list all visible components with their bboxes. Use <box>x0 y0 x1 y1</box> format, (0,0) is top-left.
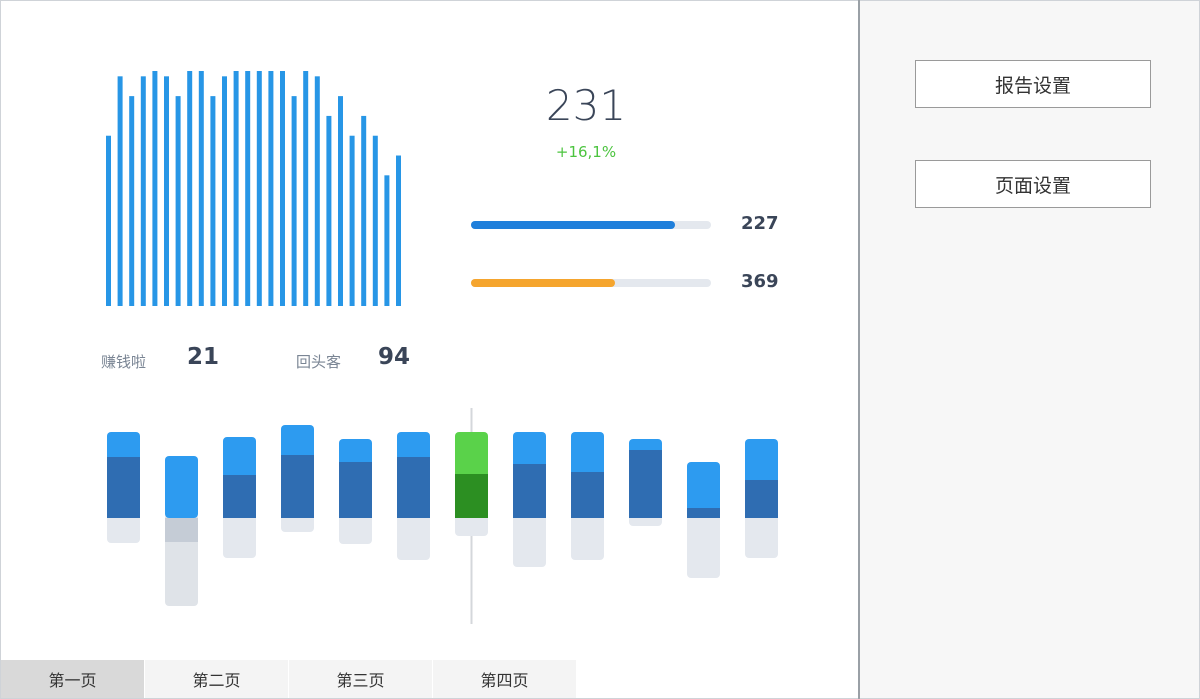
bar-10 <box>210 96 216 307</box>
bar-body-segment <box>107 457 140 518</box>
tab-page-3[interactable]: 第三页 <box>289 660 433 698</box>
bar-body-segment <box>571 472 604 518</box>
bar-top-segment <box>165 456 198 518</box>
report-canvas: 231 +16,1% 227 369 赚钱啦 21 回头客 94 <box>1 1 858 698</box>
tab-label: 第三页 <box>336 671 385 690</box>
bar-9 <box>198 71 204 306</box>
bar-4 <box>140 76 146 306</box>
bar-negative-segment <box>281 514 314 532</box>
bar-2 <box>117 76 123 306</box>
bar-24 <box>372 135 378 306</box>
bar-negative-segment <box>223 514 256 558</box>
bar-shadow-segment <box>165 518 198 542</box>
bar-7 <box>175 96 181 307</box>
stat-label-returning: 回头客 <box>296 353 342 371</box>
stacked-bar-7 <box>455 432 488 536</box>
progress-bar-2 <box>471 279 711 287</box>
stat-value-returning: 94 <box>378 344 411 370</box>
bar-16 <box>280 71 285 306</box>
stacked-bar-11 <box>687 462 720 578</box>
progress-fill-1 <box>471 221 675 229</box>
bar-12 <box>233 71 239 306</box>
bar-body-segment <box>281 455 314 518</box>
bar-11 <box>222 76 227 306</box>
page-tabs: 第一页 第二页 第三页 第四页 <box>1 660 577 698</box>
bar-22 <box>349 135 355 306</box>
bar-20 <box>326 115 332 306</box>
bar-negative-segment <box>455 514 488 536</box>
bar-body-segment <box>629 450 662 518</box>
bar-8 <box>187 71 193 306</box>
bar-negative-segment <box>339 514 372 544</box>
tab-label: 第四页 <box>480 671 529 690</box>
bar-26 <box>396 155 401 306</box>
stacked-bar-8 <box>513 432 546 567</box>
bar-21 <box>338 96 343 307</box>
stat-label-profit: 赚钱啦 <box>101 353 147 371</box>
bar-negative-segment <box>513 514 546 567</box>
tab-page-4[interactable]: 第四页 <box>433 660 577 698</box>
bar-18 <box>303 71 309 306</box>
stacked-bar-6 <box>397 432 430 560</box>
bar-body-segment <box>455 474 488 518</box>
bar-19 <box>314 76 320 306</box>
bar-negative-segment <box>745 514 778 558</box>
stacked-bar-1 <box>107 432 140 543</box>
stacked-bar-12 <box>745 439 778 558</box>
bar-1 <box>106 135 111 306</box>
bar-negative-segment <box>397 514 430 560</box>
tab-label: 第二页 <box>192 671 241 690</box>
bar-3 <box>129 96 135 307</box>
stacked-bar-4 <box>281 425 314 532</box>
bar-chart <box>106 71 401 307</box>
kpi-value: 231 <box>545 81 627 130</box>
kpi-delta: +16,1% <box>555 143 617 161</box>
stacked-bar-chart <box>107 408 778 624</box>
bar-25 <box>384 175 390 306</box>
stacked-bar-2 <box>165 456 198 606</box>
stacked-bar-9 <box>571 432 604 560</box>
bar-body-segment <box>687 508 720 518</box>
settings-sidebar: 报告设置 页面设置 <box>860 1 1199 698</box>
bar-negative-segment <box>687 514 720 578</box>
bar-negative-segment <box>107 514 140 543</box>
tab-label: 第一页 <box>48 671 97 690</box>
progress-fill-2 <box>471 279 615 287</box>
progress-value-2: 369 <box>741 271 779 292</box>
stacked-bar-3 <box>223 437 256 558</box>
bar-body-segment <box>223 475 256 518</box>
stat-value-profit: 21 <box>187 344 220 370</box>
stacked-bar-10 <box>629 439 662 526</box>
bar-top-segment <box>687 462 720 518</box>
bar-body-segment <box>745 480 778 518</box>
stacked-bar-5 <box>339 439 372 544</box>
progress-bar-1 <box>471 221 711 229</box>
tab-page-1[interactable]: 第一页 <box>1 660 145 698</box>
report-settings-button[interactable]: 报告设置 <box>915 60 1151 108</box>
bar-body-segment <box>397 457 430 518</box>
progress-value-1: 227 <box>741 213 779 234</box>
bar-15 <box>268 71 274 306</box>
page-settings-button[interactable]: 页面设置 <box>915 160 1151 208</box>
bar-6 <box>164 76 169 306</box>
bar-5 <box>152 71 158 306</box>
bar-body-segment <box>339 462 372 518</box>
bar-body-segment <box>513 464 546 518</box>
bar-13 <box>245 71 251 307</box>
tab-page-2[interactable]: 第二页 <box>145 660 289 698</box>
bar-23 <box>361 115 367 306</box>
bar-14 <box>256 71 262 306</box>
bar-17 <box>291 96 297 307</box>
panel-divider[interactable] <box>858 0 860 699</box>
bar-negative-segment <box>571 514 604 560</box>
